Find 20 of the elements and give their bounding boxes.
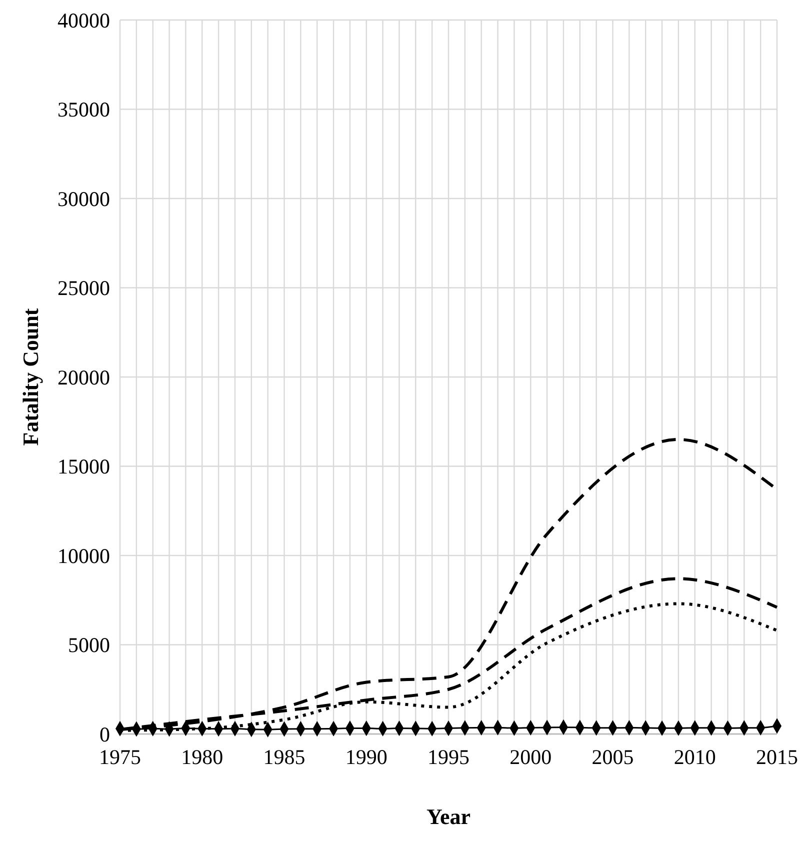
y-tick-label: 20000 bbox=[58, 365, 110, 390]
x-tick-label: 1995 bbox=[428, 745, 470, 769]
y-tick-label: 35000 bbox=[58, 98, 110, 122]
x-tick-label: 2010 bbox=[674, 745, 716, 769]
x-tick-label: 1985 bbox=[263, 745, 306, 769]
y-tick-label: 5000 bbox=[68, 633, 110, 658]
y-tick-label: 40000 bbox=[58, 8, 110, 32]
x-tick-label: 2000 bbox=[510, 745, 552, 769]
x-axis-title: Year bbox=[426, 804, 471, 829]
x-tick-label: 1975 bbox=[99, 745, 141, 769]
y-tick-label: 25000 bbox=[58, 276, 110, 300]
y-tick-label: 0 bbox=[100, 722, 110, 746]
x-tick-label: 1980 bbox=[181, 745, 224, 769]
y-tick-label: 10000 bbox=[58, 544, 110, 568]
x-tick-label: 2005 bbox=[592, 745, 634, 769]
y-tick-label: 15000 bbox=[58, 454, 110, 479]
y-axis-title: Fatality Count bbox=[18, 308, 43, 446]
x-tick-label: 1990 bbox=[345, 745, 388, 769]
y-tick-label: 30000 bbox=[58, 186, 110, 211]
x-tick-label: 2015 bbox=[756, 745, 798, 769]
